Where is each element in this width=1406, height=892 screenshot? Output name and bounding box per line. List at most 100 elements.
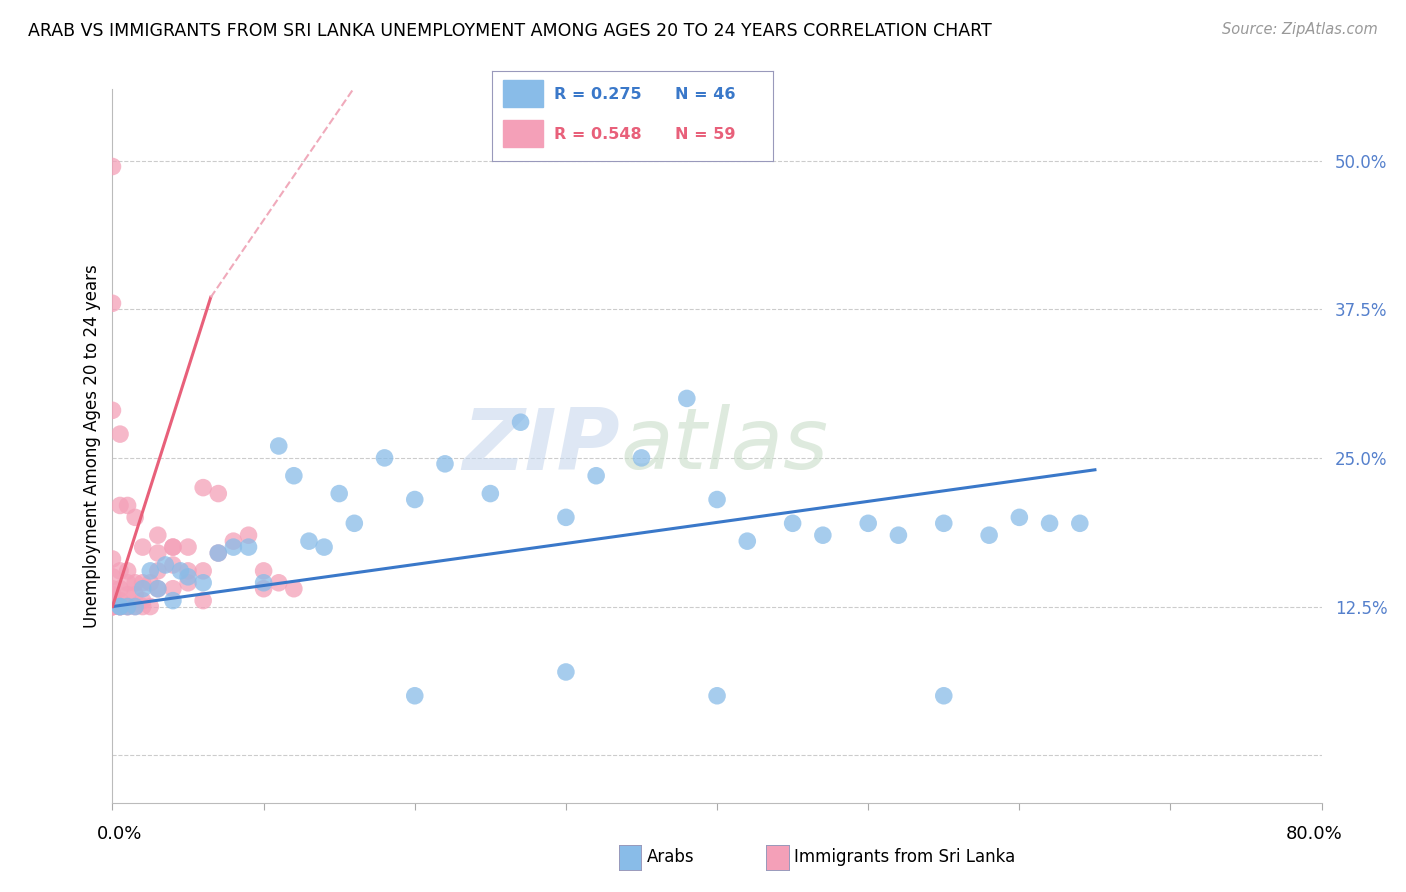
- Point: [117, 599, 139, 614]
- Point: [169, 564, 191, 578]
- Point: [585, 468, 607, 483]
- Point: [433, 457, 456, 471]
- Point: [108, 499, 131, 513]
- Point: [509, 415, 531, 429]
- Point: [343, 516, 366, 531]
- Point: [238, 528, 260, 542]
- Point: [162, 558, 184, 572]
- Text: Immigrants from Sri Lanka: Immigrants from Sri Lanka: [794, 848, 1015, 866]
- Text: ARAB VS IMMIGRANTS FROM SRI LANKA UNEMPLOYMENT AMONG AGES 20 TO 24 YEARS CORRELA: ARAB VS IMMIGRANTS FROM SRI LANKA UNEMPL…: [28, 22, 991, 40]
- Point: [782, 516, 804, 531]
- Point: [101, 570, 124, 584]
- Point: [108, 599, 131, 614]
- Point: [101, 160, 124, 174]
- Point: [146, 528, 169, 542]
- Point: [177, 564, 200, 578]
- Point: [932, 516, 955, 531]
- Point: [283, 582, 305, 596]
- Point: [314, 540, 336, 554]
- Text: 80.0%: 80.0%: [1286, 825, 1343, 843]
- Point: [207, 546, 229, 560]
- Bar: [503, 120, 543, 147]
- Text: Source: ZipAtlas.com: Source: ZipAtlas.com: [1222, 22, 1378, 37]
- Point: [146, 546, 169, 560]
- Point: [404, 492, 426, 507]
- Point: [177, 570, 200, 584]
- Text: R = 0.275: R = 0.275: [554, 87, 641, 102]
- Point: [117, 599, 139, 614]
- Point: [856, 516, 880, 531]
- Point: [162, 582, 184, 596]
- Point: [132, 593, 155, 607]
- Text: atlas: atlas: [620, 404, 828, 488]
- Point: [238, 540, 260, 554]
- Point: [191, 575, 214, 590]
- Point: [101, 599, 124, 614]
- Point: [706, 689, 728, 703]
- Point: [162, 540, 184, 554]
- Point: [253, 582, 276, 596]
- Point: [177, 540, 200, 554]
- Point: [124, 599, 146, 614]
- Point: [191, 481, 214, 495]
- Point: [108, 599, 131, 614]
- Point: [132, 582, 155, 596]
- Point: [139, 564, 162, 578]
- Text: ZIP: ZIP: [463, 404, 620, 488]
- Point: [811, 528, 834, 542]
- Text: R = 0.548: R = 0.548: [554, 128, 641, 142]
- Point: [222, 534, 245, 549]
- Point: [146, 582, 169, 596]
- Point: [101, 296, 124, 310]
- Point: [630, 450, 652, 465]
- Bar: [503, 80, 543, 107]
- Point: [108, 582, 131, 596]
- Point: [328, 486, 350, 500]
- Point: [177, 575, 200, 590]
- Point: [108, 564, 131, 578]
- Point: [162, 540, 184, 554]
- Point: [124, 599, 146, 614]
- Point: [139, 575, 162, 590]
- Point: [253, 575, 276, 590]
- Point: [283, 468, 305, 483]
- Point: [124, 588, 146, 602]
- Point: [124, 510, 146, 524]
- Point: [101, 599, 124, 614]
- Text: N = 46: N = 46: [675, 87, 735, 102]
- Point: [207, 546, 229, 560]
- Point: [1069, 516, 1091, 531]
- Point: [101, 588, 124, 602]
- Point: [117, 499, 139, 513]
- Point: [887, 528, 910, 542]
- Point: [706, 492, 728, 507]
- Point: [101, 599, 124, 614]
- Point: [222, 540, 245, 554]
- Point: [191, 564, 214, 578]
- Text: 0.0%: 0.0%: [97, 825, 142, 843]
- Point: [977, 528, 1000, 542]
- Point: [101, 552, 124, 566]
- Point: [117, 588, 139, 602]
- Point: [132, 599, 155, 614]
- Point: [108, 427, 131, 442]
- Point: [267, 575, 290, 590]
- Point: [101, 599, 124, 614]
- Y-axis label: Unemployment Among Ages 20 to 24 years: Unemployment Among Ages 20 to 24 years: [83, 264, 101, 628]
- Point: [207, 486, 229, 500]
- Point: [267, 439, 290, 453]
- Point: [253, 564, 276, 578]
- Point: [101, 582, 124, 596]
- Point: [932, 689, 955, 703]
- Point: [132, 575, 155, 590]
- Point: [1038, 516, 1062, 531]
- Point: [374, 450, 396, 465]
- Point: [124, 575, 146, 590]
- Point: [162, 593, 184, 607]
- Point: [108, 599, 131, 614]
- Point: [155, 558, 177, 572]
- Point: [132, 540, 155, 554]
- Point: [139, 599, 162, 614]
- Point: [108, 593, 131, 607]
- Point: [108, 599, 131, 614]
